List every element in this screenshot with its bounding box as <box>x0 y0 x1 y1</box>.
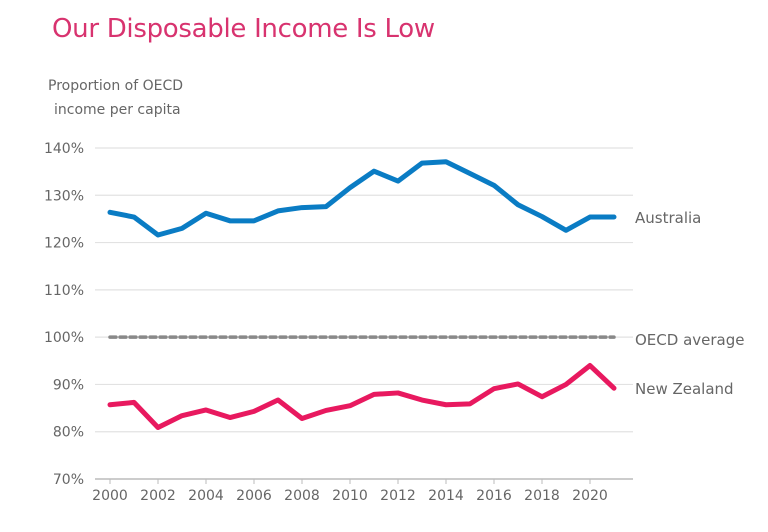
x-tick-label: 2002 <box>140 488 176 504</box>
y-tick-label: 70% <box>53 472 84 488</box>
y-axis-label: Proportion of OECD income per capita <box>48 74 183 122</box>
y-axis-label-line: Proportion of OECD <box>48 78 184 94</box>
x-tick-label: 2010 <box>332 488 368 504</box>
x-tick-label: 2008 <box>284 488 320 504</box>
series-line-new-zealand <box>107 363 617 430</box>
x-tick-label: 2020 <box>572 488 608 504</box>
x-tick-label: 2006 <box>236 488 272 504</box>
series-label: Australia <box>635 209 701 227</box>
x-tick-label: 2014 <box>428 488 464 504</box>
y-tick-label: 110% <box>44 283 84 299</box>
series-label: New Zealand <box>635 380 734 398</box>
x-tick-label: 2016 <box>476 488 512 504</box>
series-line-australia <box>107 159 617 238</box>
x-tick-label: 2018 <box>524 488 560 504</box>
chart-title: Our Disposable Income Is Low <box>52 14 435 44</box>
y-axis-label-line: income per capita <box>54 102 181 118</box>
x-tick-label: 2004 <box>188 488 224 504</box>
y-tick-label: 80% <box>53 425 84 441</box>
y-tick-label: 90% <box>53 377 84 393</box>
series-label: OECD average <box>635 331 744 349</box>
y-tick-label: 140% <box>44 141 84 157</box>
x-tick-label: 2000 <box>92 488 128 504</box>
y-tick-label: 130% <box>44 188 84 204</box>
y-tick-label: 120% <box>44 236 84 252</box>
y-tick-label: 100% <box>44 330 84 346</box>
x-tick-label: 2012 <box>380 488 416 504</box>
